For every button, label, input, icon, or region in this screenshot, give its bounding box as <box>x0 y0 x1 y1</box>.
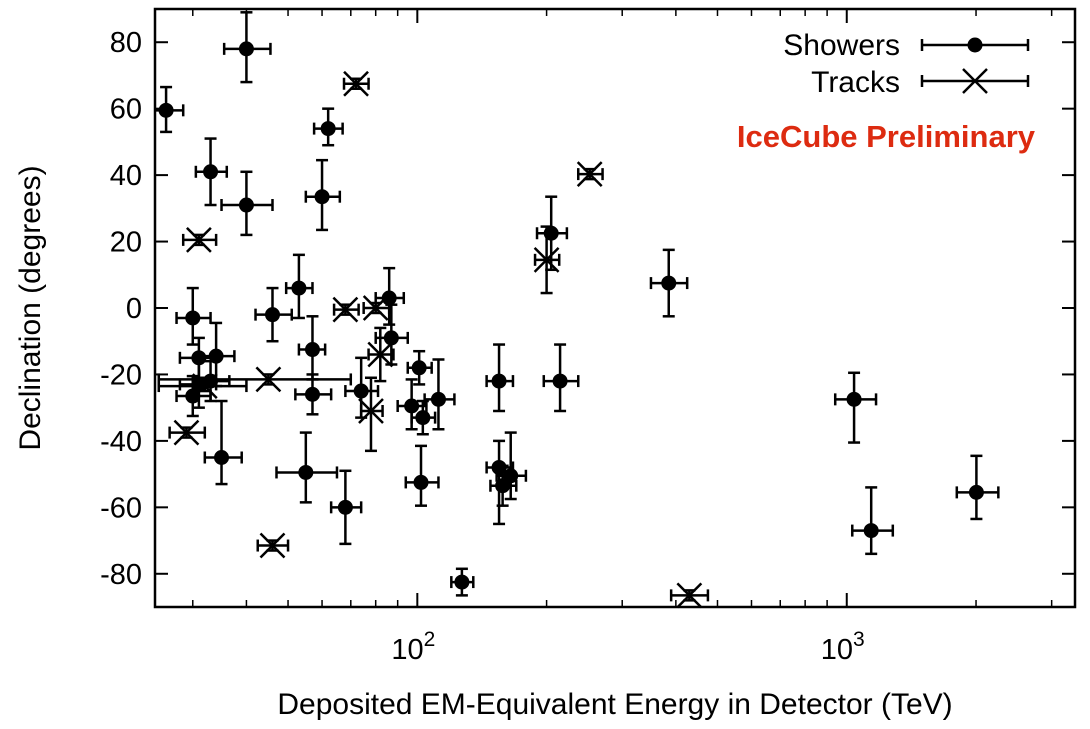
legend-marker-tracks <box>920 68 1030 94</box>
track-point <box>342 70 370 97</box>
legend: Showers Tracks <box>783 29 1030 99</box>
shower-point <box>203 399 243 486</box>
shower-point <box>450 567 475 597</box>
track-point <box>367 326 395 383</box>
y-axis-title: Declination (degrees) <box>14 165 47 450</box>
shower-point <box>410 399 437 436</box>
shower-point <box>406 349 433 386</box>
x-axis-title: Deposited EM-Equivalent Energy in Detect… <box>277 688 952 721</box>
legend-label-showers: Showers <box>783 29 900 62</box>
shower-point <box>194 137 229 207</box>
track-point <box>362 295 391 321</box>
shower-point <box>175 286 212 346</box>
shower-point <box>254 286 293 343</box>
y-tick-label: 40 <box>110 160 142 192</box>
annotation-label: IceCube Preliminary <box>737 119 1036 154</box>
track-point <box>533 225 561 295</box>
shower-point <box>294 373 333 416</box>
y-tick-label: 60 <box>110 94 142 126</box>
track-point <box>168 419 207 446</box>
shower-point <box>329 469 363 546</box>
shower-point <box>304 158 342 232</box>
shower-point <box>284 253 314 320</box>
shower-point <box>404 444 440 507</box>
legend-label-tracks: Tracks <box>811 66 900 99</box>
y-tick-label: -60 <box>100 492 142 524</box>
y-tick-label: -20 <box>100 359 142 391</box>
track-point <box>256 532 290 559</box>
shower-point <box>374 266 406 326</box>
track-point <box>358 376 384 453</box>
shower-point <box>833 371 878 444</box>
shower-point <box>542 343 580 413</box>
x-tick-label: 103 <box>821 628 865 666</box>
shower-point <box>423 358 456 431</box>
y-tick-label: 80 <box>110 27 142 59</box>
shower-point <box>220 170 274 237</box>
axis-ticks: 80 60 40 20 0 -20 -40 -60 -80 102 103 <box>100 9 1075 666</box>
shower-point <box>222 11 272 84</box>
track-point <box>669 582 710 609</box>
shower-point <box>955 454 1000 521</box>
shower-point <box>297 315 327 381</box>
track-point <box>181 227 218 253</box>
y-tick-label: -40 <box>100 426 142 458</box>
track-point <box>157 366 353 393</box>
y-tick-label: -80 <box>100 559 142 591</box>
shower-point <box>649 248 689 318</box>
y-tick-label: 20 <box>110 227 142 259</box>
shower-point <box>312 107 344 147</box>
plot-frame <box>153 7 1077 609</box>
y-tick-label: 0 <box>126 293 142 325</box>
shower-point <box>275 431 339 504</box>
shower-point <box>495 431 528 501</box>
shower-point <box>489 464 518 507</box>
track-point <box>332 296 360 323</box>
shower-point <box>485 343 515 413</box>
track-point <box>157 373 248 399</box>
track-point <box>576 161 604 187</box>
legend-marker-showers <box>920 37 1030 53</box>
shower-point <box>851 486 895 556</box>
data-marks <box>155 11 1000 609</box>
x-tick-label: 102 <box>391 628 435 666</box>
